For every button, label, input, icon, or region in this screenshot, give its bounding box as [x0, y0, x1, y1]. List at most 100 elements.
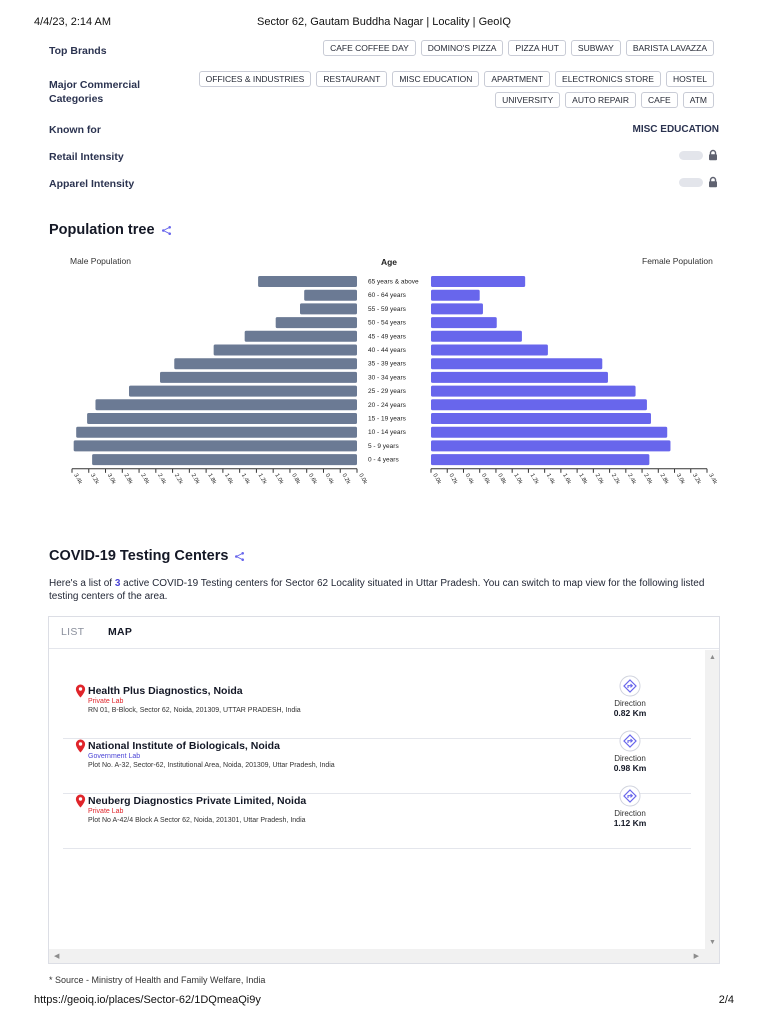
male-bar: [300, 303, 357, 315]
age-group-label: 10 - 14 years: [368, 429, 407, 436]
male-bar: [275, 317, 357, 329]
tag-chip[interactable]: CAFE: [641, 92, 678, 108]
scroll-down-icon[interactable]: ▼: [709, 939, 716, 946]
axis-tick-label: 1.2k: [257, 473, 268, 486]
data-source-note: * Source - Ministry of Health and Family…: [49, 975, 266, 985]
testing-center-item[interactable]: Health Plus Diagnostics, Noida Private La…: [63, 675, 691, 739]
tag-chip[interactable]: OFFICES & INDUSTRIES: [198, 71, 312, 87]
tag-chip[interactable]: APARTMENT: [484, 71, 551, 87]
direction-button[interactable]: Direction 0.82 Km: [604, 675, 656, 718]
direction-label: Direction: [614, 699, 646, 708]
age-group-label: 30 - 34 years: [368, 374, 407, 381]
apparel-intensity-hidden-value: [679, 177, 703, 187]
center-name[interactable]: National Institute of Biologicals, Noida: [88, 740, 280, 752]
axis-tick-label: 2.4k: [156, 473, 167, 486]
axis-tick-label: 0.6k: [480, 473, 491, 486]
age-group-label: 65 years & above: [368, 279, 419, 286]
axis-tick-label: 3.4k: [707, 473, 718, 486]
axis-tick-label: 3.0k: [106, 473, 117, 486]
tag-chip[interactable]: ELECTRONICS STORE: [555, 71, 661, 87]
distance-value: 1.12 Km: [613, 818, 647, 828]
center-type: Private Lab: [88, 698, 124, 705]
tag-chip[interactable]: CAFE COFFEE DAY: [323, 40, 416, 56]
intro-pre: Here's a list of: [49, 578, 115, 589]
tag-chip[interactable]: BARISTA LAVAZZA: [625, 40, 714, 56]
axis-tick-label: 2.2k: [610, 473, 621, 486]
view-tabs: LIST MAP: [49, 617, 719, 649]
male-bar: [258, 276, 357, 287]
retail-intensity-label: Retail Intensity: [49, 151, 124, 163]
female-bar: [431, 413, 651, 424]
distance-value: 0.98 Km: [613, 763, 647, 773]
age-group-label: 0 - 4 years: [368, 457, 399, 464]
axis-tick-label: 1.0k: [273, 473, 284, 486]
categories-chips-row2: UNIVERSITY AUTO REPAIR CAFE ATM: [495, 92, 714, 108]
center-type: Government Lab: [88, 753, 141, 760]
axis-tick-label: 3.4k: [72, 473, 83, 486]
axis-tick-label: 1.6k: [223, 473, 234, 486]
print-footer: https://geoiq.io/places/Sector-62/1DQmea…: [34, 994, 734, 1008]
axis-tick-label: 0.4k: [324, 473, 335, 486]
direction-label: Direction: [614, 754, 646, 763]
axis-tick-label: 0.6k: [307, 473, 318, 486]
axis-tick-label: 0.0k: [357, 473, 368, 486]
age-axis-label: Age: [380, 257, 398, 267]
categories-label: Major Commercial Categories: [49, 78, 140, 106]
direction-icon[interactable]: [619, 785, 641, 807]
direction-button[interactable]: Direction 1.12 Km: [604, 785, 656, 828]
vertical-scrollbar[interactable]: ▲ ▼: [705, 650, 719, 950]
age-group-label: 20 - 24 years: [368, 402, 407, 409]
female-bar: [431, 399, 647, 411]
axis-tick-label: 2.0k: [190, 473, 201, 486]
center-name[interactable]: Neuberg Diagnostics Private Limited, Noi…: [88, 795, 307, 807]
axis-tick-label: 1.4k: [545, 473, 556, 486]
apparel-intensity-label: Apparel Intensity: [49, 178, 135, 190]
male-bar: [87, 413, 358, 424]
axis-tick-label: 1.2k: [529, 473, 540, 486]
female-bar: [431, 303, 483, 315]
tag-chip[interactable]: PIZZA HUT: [508, 40, 566, 56]
axis-tick-label: 1.8k: [206, 473, 217, 486]
direction-icon[interactable]: [619, 730, 641, 752]
share-icon[interactable]: [161, 225, 172, 236]
testing-center-item[interactable]: National Institute of Biologicals, Noida…: [63, 730, 691, 794]
female-population-label: Female Population: [642, 256, 713, 266]
tag-chip[interactable]: ATM: [682, 92, 714, 108]
male-bar: [129, 385, 357, 397]
male-bar: [76, 426, 358, 438]
known-for-label: Known for: [49, 124, 101, 136]
age-group-label: 25 - 29 years: [368, 388, 407, 395]
age-group-label: 15 - 19 years: [368, 416, 407, 423]
direction-icon[interactable]: [619, 675, 641, 697]
tag-chip[interactable]: DOMINO'S PIZZA: [420, 40, 504, 56]
center-name[interactable]: Health Plus Diagnostics, Noida: [88, 685, 243, 697]
apparel-intensity-locked[interactable]: [679, 176, 719, 188]
tag-chip[interactable]: MISC EDUCATION: [392, 71, 480, 87]
location-pin-icon: [75, 739, 86, 753]
tab-map[interactable]: MAP: [108, 626, 133, 638]
male-bar: [160, 371, 357, 383]
age-group-label: 55 - 59 years: [368, 306, 407, 313]
scroll-left-icon[interactable]: ◀: [54, 953, 60, 960]
tag-chip[interactable]: RESTAURANT: [316, 71, 388, 87]
testing-center-item[interactable]: Neuberg Diagnostics Private Limited, Noi…: [63, 785, 691, 849]
print-header: 4/4/23, 2:14 AM Sector 62, Gautam Buddha…: [34, 16, 734, 30]
scroll-up-icon[interactable]: ▲: [709, 654, 716, 661]
scroll-right-icon[interactable]: ▶: [693, 953, 699, 960]
share-icon[interactable]: [234, 551, 245, 562]
male-bar: [213, 344, 357, 356]
axis-tick-label: 0.4k: [464, 473, 475, 486]
tag-chip[interactable]: HOSTEL: [665, 71, 714, 87]
female-bar: [431, 385, 636, 397]
population-tree-heading: Population tree: [49, 222, 155, 238]
horizontal-scrollbar[interactable]: ◀ ▶: [49, 949, 719, 963]
direction-button[interactable]: Direction 0.98 Km: [604, 730, 656, 773]
tab-list[interactable]: LIST: [61, 626, 85, 638]
retail-intensity-locked[interactable]: [679, 149, 719, 161]
female-bar: [431, 454, 650, 466]
tag-chip[interactable]: UNIVERSITY: [495, 92, 561, 108]
covid-heading: COVID-19 Testing Centers: [49, 548, 229, 564]
tag-chip[interactable]: SUBWAY: [570, 40, 621, 56]
intro-count: 3: [114, 578, 121, 589]
tag-chip[interactable]: AUTO REPAIR: [565, 92, 637, 108]
